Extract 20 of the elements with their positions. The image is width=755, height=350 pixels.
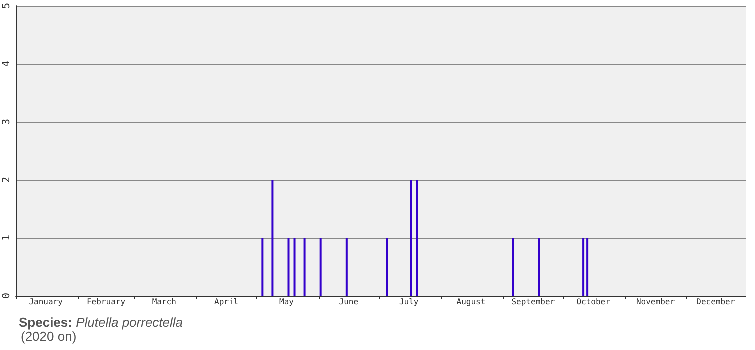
x-tick-label: April: [214, 298, 239, 306]
y-tick-label: 3: [2, 118, 12, 126]
y-tick-label: 4: [2, 60, 12, 68]
x-tick-label: January: [29, 298, 64, 306]
x-tick-label: December: [696, 298, 736, 306]
x-tick-label: September: [512, 298, 556, 306]
text: (2020 on): [21, 329, 77, 344]
x-tick-label: October: [576, 298, 611, 306]
y-tick-label: 0: [2, 292, 12, 300]
text: Species: Plutella porrectella: [19, 315, 184, 330]
y-tick-label: 2: [2, 176, 12, 184]
x-tick-label: November: [636, 298, 676, 306]
x-tick-label: March: [152, 298, 177, 306]
x-tick-label: February: [86, 298, 126, 306]
y-tick-label: 5: [2, 2, 12, 10]
y-tick-label: 1: [2, 234, 12, 242]
x-tick-label: July: [399, 298, 419, 306]
x-tick-label: May: [280, 298, 294, 306]
x-tick-label: August: [456, 298, 486, 306]
x-tick-label: June: [339, 298, 359, 306]
